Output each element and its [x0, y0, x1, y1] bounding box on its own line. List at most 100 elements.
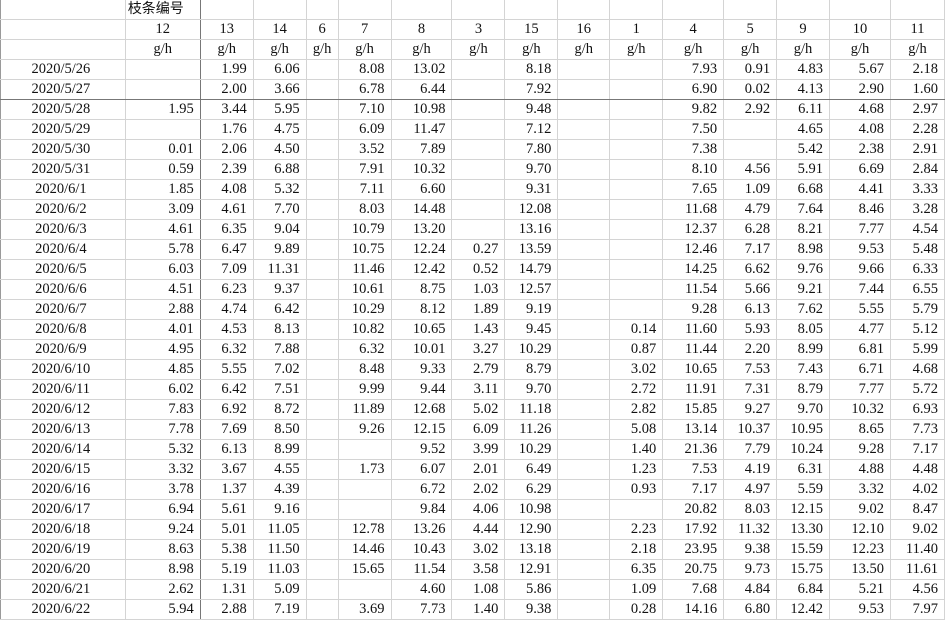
value-cell[interactable]: 10.65	[662, 359, 725, 380]
value-cell[interactable]: 9.16	[253, 499, 307, 520]
unit-cell[interactable]: g/h	[451, 39, 506, 60]
value-cell[interactable]: 2.28	[890, 119, 945, 140]
value-cell[interactable]: 4.79	[723, 199, 778, 220]
value-cell[interactable]	[557, 159, 611, 180]
value-cell[interactable]	[306, 459, 339, 480]
value-cell[interactable]: 3.33	[890, 179, 945, 200]
value-cell[interactable]: 13.50	[829, 559, 891, 580]
date-cell[interactable]: 2020/6/18	[0, 519, 126, 540]
value-cell[interactable]: 1.99	[200, 59, 254, 80]
value-cell[interactable]: 10.43	[391, 539, 453, 560]
value-cell[interactable]: 6.33	[890, 259, 945, 280]
date-cell[interactable]: 2020/6/11	[0, 379, 126, 400]
value-cell[interactable]: 4.74	[200, 299, 254, 320]
value-cell[interactable]: 9.28	[662, 299, 725, 320]
date-cell[interactable]: 2020/6/22	[0, 599, 126, 620]
value-cell[interactable]: 11.54	[662, 279, 725, 300]
value-cell[interactable]: 6.81	[829, 339, 891, 360]
value-cell[interactable]	[557, 279, 611, 300]
value-cell[interactable]: 5.19	[200, 559, 254, 580]
value-cell[interactable]	[557, 579, 611, 600]
value-cell[interactable]: 14.79	[504, 259, 559, 280]
value-cell[interactable]: 4.51	[125, 279, 201, 300]
value-cell[interactable]: 9.73	[723, 559, 778, 580]
value-cell[interactable]: 2.23	[609, 519, 664, 540]
value-cell[interactable]	[306, 79, 339, 100]
value-cell[interactable]	[609, 219, 664, 240]
unit-cell[interactable]: g/h	[557, 39, 611, 60]
value-cell[interactable]	[306, 159, 339, 180]
empty-cell[interactable]	[0, 0, 126, 20]
value-cell[interactable]: 4.84	[723, 579, 778, 600]
value-cell[interactable]: 1.37	[200, 479, 254, 500]
value-cell[interactable]	[306, 559, 339, 580]
value-cell[interactable]: 15.59	[776, 539, 831, 560]
value-cell[interactable]: 4.68	[890, 359, 945, 380]
value-cell[interactable]: 1.89	[451, 299, 506, 320]
value-cell[interactable]: 10.32	[829, 399, 891, 420]
value-cell[interactable]: 6.68	[776, 179, 831, 200]
column-header[interactable]: 4	[662, 19, 725, 40]
value-cell[interactable]: 11.26	[504, 419, 559, 440]
value-cell[interactable]	[557, 99, 611, 120]
value-cell[interactable]: 6.49	[504, 459, 559, 480]
value-cell[interactable]: 1.43	[451, 319, 506, 340]
value-cell[interactable]: 9.02	[829, 499, 891, 520]
value-cell[interactable]: 6.78	[338, 79, 392, 100]
value-cell[interactable]: 9.27	[723, 399, 778, 420]
value-cell[interactable]: 6.47	[200, 239, 254, 260]
value-cell[interactable]: 4.19	[723, 459, 778, 480]
value-cell[interactable]: 6.35	[200, 219, 254, 240]
value-cell[interactable]: 10.01	[391, 339, 453, 360]
value-cell[interactable]: 5.42	[776, 139, 831, 160]
value-cell[interactable]	[306, 59, 339, 80]
value-cell[interactable]: 7.77	[829, 219, 891, 240]
value-cell[interactable]: 6.42	[200, 379, 254, 400]
empty-cell[interactable]	[557, 0, 611, 20]
date-cell[interactable]: 2020/6/6	[0, 279, 126, 300]
value-cell[interactable]: 10.98	[391, 99, 453, 120]
value-cell[interactable]: 12.57	[504, 279, 559, 300]
value-cell[interactable]	[557, 499, 611, 520]
value-cell[interactable]: 3.28	[890, 199, 945, 220]
value-cell[interactable]	[306, 139, 339, 160]
value-cell[interactable]: 6.90	[662, 79, 725, 100]
value-cell[interactable]	[306, 99, 339, 120]
value-cell[interactable]	[306, 219, 339, 240]
value-cell[interactable]	[557, 359, 611, 380]
empty-cell[interactable]	[0, 19, 126, 40]
empty-cell[interactable]	[200, 0, 254, 20]
value-cell[interactable]: 9.02	[890, 519, 945, 540]
value-cell[interactable]: 2.82	[609, 399, 664, 420]
value-cell[interactable]: 2.97	[890, 99, 945, 120]
value-cell[interactable]: 9.24	[125, 519, 201, 540]
value-cell[interactable]: 11.32	[723, 519, 778, 540]
value-cell[interactable]: 0.91	[723, 59, 778, 80]
value-cell[interactable]	[609, 499, 664, 520]
value-cell[interactable]	[306, 479, 339, 500]
value-cell[interactable]: 1.40	[451, 599, 506, 620]
value-cell[interactable]: 10.65	[391, 319, 453, 340]
column-header[interactable]: 12	[125, 19, 201, 40]
value-cell[interactable]	[609, 239, 664, 260]
value-cell[interactable]: 17.92	[662, 519, 725, 540]
value-cell[interactable]: 7.83	[125, 399, 201, 420]
value-cell[interactable]: 1.09	[609, 579, 664, 600]
value-cell[interactable]: 0.52	[451, 259, 506, 280]
value-cell[interactable]: 6.13	[200, 439, 254, 460]
value-cell[interactable]	[557, 219, 611, 240]
value-cell[interactable]	[557, 559, 611, 580]
value-cell[interactable]: 7.78	[125, 419, 201, 440]
value-cell[interactable]: 14.46	[338, 539, 392, 560]
value-cell[interactable]: 13.16	[504, 219, 559, 240]
value-cell[interactable]	[723, 139, 778, 160]
value-cell[interactable]: 6.92	[200, 399, 254, 420]
value-cell[interactable]: 4.39	[253, 479, 307, 500]
value-cell[interactable]: 3.11	[451, 379, 506, 400]
value-cell[interactable]: 7.77	[829, 379, 891, 400]
value-cell[interactable]: 1.09	[723, 179, 778, 200]
value-cell[interactable]	[557, 199, 611, 220]
value-cell[interactable]: 2.88	[200, 599, 254, 620]
value-cell[interactable]: 12.15	[391, 419, 453, 440]
value-cell[interactable]: 2.90	[829, 79, 891, 100]
